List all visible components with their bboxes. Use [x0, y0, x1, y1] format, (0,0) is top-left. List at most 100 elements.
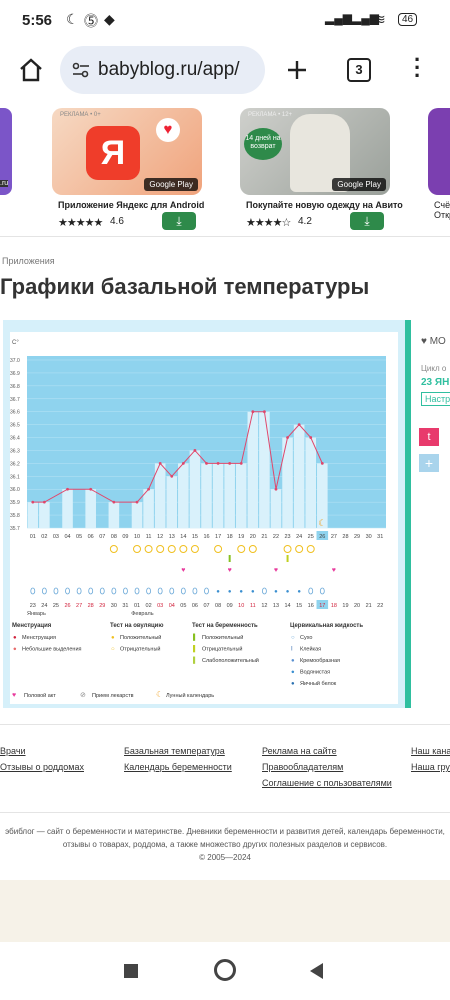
cervical-dry-icon — [99, 587, 105, 595]
temp-point — [112, 500, 116, 504]
intercourse-icon: ♥ — [228, 567, 232, 574]
date-label: 06 — [192, 603, 198, 609]
date-label: 25 — [53, 603, 59, 609]
temp-point — [320, 461, 324, 465]
intercourse-icon: ♥ — [181, 567, 185, 574]
copyright: © 2005—2024 — [199, 853, 251, 862]
link-pregnancy-calendar[interactable]: Календарь беременности — [124, 762, 232, 772]
cervical-dry-icon — [308, 587, 314, 595]
cervical-watery-icon: ● — [274, 589, 278, 595]
recents-icon[interactable] — [124, 964, 138, 978]
cervical-dry-icon — [146, 587, 151, 595]
temp-bar — [247, 411, 259, 528]
link-channel[interactable]: Наш канал — [411, 746, 450, 756]
link-maternity-reviews[interactable]: Отзывы о роддомах — [0, 762, 84, 772]
cervical-watery-icon: ● — [251, 589, 255, 595]
temp-bar — [317, 463, 328, 528]
ad-card-next[interactable]: Счёт Откр — [428, 108, 450, 233]
temp-point — [297, 423, 301, 427]
y-tick-label: 36.1 — [10, 474, 20, 480]
download-button[interactable]: ⤓ — [162, 212, 196, 230]
ad-title: Покупайте новую одежду на Авито — [246, 200, 403, 210]
cervical-dry-icon — [319, 587, 325, 595]
legend-icon: ▌ — [193, 633, 197, 641]
y-tick-label: 36.0 — [10, 487, 20, 493]
cervical-watery-icon: ● — [216, 589, 220, 595]
temp-point — [135, 500, 139, 504]
wifi-icon: ≋ — [374, 11, 386, 27]
menu-icon[interactable]: · · · — [414, 47, 422, 88]
legend-title: Менструация — [12, 623, 52, 629]
x-tick-label: 22 — [273, 534, 279, 540]
legend-icon: I — [291, 647, 293, 653]
breadcrumb[interactable]: Приложения — [2, 256, 55, 266]
date-label: 09 — [227, 603, 233, 609]
intercourse-icon: ♥ — [274, 567, 278, 574]
temp-bar — [39, 502, 50, 528]
settings-button[interactable]: Настр — [421, 392, 450, 406]
pinterest-icon: ⓹ — [84, 13, 98, 29]
back-icon[interactable] — [308, 962, 324, 980]
date-label: 23 — [30, 603, 36, 609]
heart-icon: ♥ — [156, 118, 180, 142]
moon-icon: ☾ — [66, 11, 79, 27]
date-label: 14 — [285, 603, 291, 609]
ad-card-yandex[interactable]: РЕКЛАМА • 0+ Я ♥ Google Play Приложение … — [52, 108, 204, 233]
url-text: babyblog.ru/app/ — [98, 59, 240, 80]
y-tick-label: 36.3 — [10, 448, 20, 454]
highlight-date — [316, 600, 329, 609]
date-label: 15 — [296, 603, 302, 609]
address-bar[interactable]: babyblog.ru/app/ — [60, 46, 265, 94]
home-icon[interactable] — [18, 58, 44, 82]
link-group[interactable]: Наша груп — [411, 762, 450, 772]
cervical-dry-icon — [65, 587, 70, 595]
cycle-label: Цикл о — [421, 364, 447, 373]
legend-icon: ● — [291, 658, 295, 664]
add-button[interactable]: + — [419, 454, 439, 472]
share-button[interactable]: t — [419, 428, 439, 446]
cervical-dry-icon — [134, 587, 140, 595]
temp-point — [147, 487, 150, 491]
ad-image: РЕКЛАМА • 0+ Я ♥ Google Play — [52, 108, 202, 195]
link-advertising[interactable]: Реклама на сайте — [262, 746, 337, 756]
date-label: 21 — [366, 603, 372, 609]
date-label: 24 — [41, 603, 47, 609]
footer-links: Врачи Отзывы о роддомах Базальная темпер… — [0, 742, 450, 802]
cervical-dry-icon — [192, 587, 198, 595]
date-label: 18 — [331, 603, 337, 609]
temp-point — [158, 461, 162, 465]
ovulation-test-negative — [214, 545, 223, 553]
download-button[interactable]: ⤓ — [350, 212, 384, 230]
legend-icon: ▌ — [193, 656, 197, 664]
home-nav-icon[interactable] — [214, 959, 236, 981]
x-tick-label: 18 — [227, 534, 233, 540]
date-label: 31 — [122, 603, 128, 609]
date-label: 19 — [342, 603, 348, 609]
date-label: 05 — [180, 603, 186, 609]
ad-carousel: .ru РЕКЛАМА • 0+ Я ♥ Google Play Приложе… — [0, 108, 450, 233]
site-settings-icon[interactable] — [72, 62, 90, 78]
new-tab-icon[interactable] — [286, 59, 308, 81]
link-agreement[interactable]: Соглашение с пользователями — [262, 778, 392, 788]
link-doctors[interactable]: Врачи — [0, 746, 26, 756]
temp-bar — [85, 489, 96, 528]
temp-bar — [305, 437, 317, 528]
x-tick-label: 08 — [111, 534, 117, 540]
cervical-dry-icon — [41, 587, 47, 595]
x-tick-label: 27 — [331, 534, 337, 540]
temp-point — [181, 461, 185, 465]
ad-stars: ★★★★★ — [58, 217, 103, 229]
x-tick-label: 19 — [238, 534, 244, 540]
link-rightholders[interactable]: Правообладателям — [262, 762, 344, 772]
ad-prev-card[interactable]: .ru — [0, 108, 12, 195]
link-bbt[interactable]: Базальная температура — [124, 746, 225, 756]
ad-card-avito[interactable]: РЕКЛАМА • 12+ 14 дней на возврат Google … — [240, 108, 403, 233]
tabs-count-button[interactable]: 3 — [347, 58, 371, 82]
y-tick-label: 36.7 — [10, 397, 20, 403]
temp-point — [31, 500, 35, 504]
x-tick-label: 29 — [354, 534, 360, 540]
temp-line — [32, 411, 323, 503]
ovulation-test-negative — [144, 545, 153, 553]
x-tick-label: 11 — [146, 534, 152, 540]
temp-point — [274, 487, 278, 491]
